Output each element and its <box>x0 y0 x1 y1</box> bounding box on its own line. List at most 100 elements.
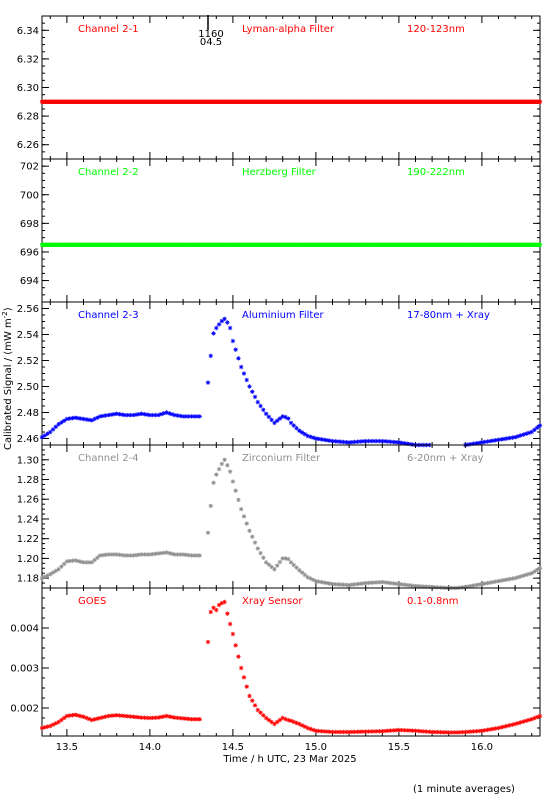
data-point <box>255 399 260 405</box>
data-point <box>507 576 512 582</box>
data-point <box>291 719 296 725</box>
data-point <box>510 576 515 581</box>
data-point <box>297 721 302 727</box>
data-point <box>186 552 191 558</box>
data-point <box>532 427 537 433</box>
data-point <box>75 415 81 421</box>
data-point <box>92 416 97 422</box>
data-point <box>236 654 241 659</box>
data-point <box>474 582 479 588</box>
data-point <box>191 414 197 419</box>
y-tick-label: 6.28 <box>17 112 39 123</box>
data-point <box>518 574 523 579</box>
data-point <box>67 558 72 564</box>
channel-label: Channel 2-4 <box>78 453 139 464</box>
data-point <box>396 727 402 733</box>
data-point <box>261 713 266 718</box>
x-axis-label: Time / h UTC, 23 Mar 2025 <box>222 754 356 765</box>
data-point <box>366 729 371 734</box>
data-point <box>405 582 410 588</box>
data-point <box>131 553 136 558</box>
data-point <box>402 728 407 733</box>
data-point <box>338 439 343 444</box>
data-point <box>64 559 70 564</box>
data-point <box>180 716 186 721</box>
data-point <box>471 583 476 588</box>
y-tick-label: 702 <box>20 162 39 173</box>
data-point <box>369 729 374 734</box>
data-point <box>45 724 50 729</box>
data-point <box>510 435 515 440</box>
data-point <box>291 562 296 568</box>
data-point <box>269 417 274 423</box>
annotation-label: 1160 <box>198 29 223 40</box>
data-point <box>84 417 89 422</box>
data-point <box>147 715 153 721</box>
data-point <box>294 720 299 726</box>
data-point <box>302 572 308 578</box>
data-point <box>144 412 150 417</box>
data-point <box>349 582 355 587</box>
data-point <box>150 412 155 418</box>
data-point <box>286 556 291 562</box>
data-point <box>288 420 294 426</box>
data-point <box>117 713 122 718</box>
data-point <box>330 581 335 587</box>
data-point <box>297 428 302 433</box>
data-point <box>161 411 166 416</box>
data-point <box>460 585 465 590</box>
data-point <box>355 439 360 444</box>
y-tick-label: 698 <box>20 219 39 230</box>
data-point <box>507 435 512 441</box>
data-point <box>136 715 142 720</box>
data-point <box>136 552 142 557</box>
data-point <box>402 582 407 587</box>
data-point <box>432 729 438 735</box>
data-point <box>393 581 399 586</box>
data-point <box>125 553 130 558</box>
data-point <box>369 438 374 444</box>
data-point <box>482 728 487 733</box>
data-point <box>537 423 543 428</box>
data-point <box>233 488 238 493</box>
data-point <box>476 728 482 734</box>
data-point <box>189 717 194 722</box>
data-point <box>211 480 216 486</box>
data-point <box>172 552 177 557</box>
data-point <box>338 729 343 735</box>
data-point <box>172 412 177 418</box>
data-point <box>333 582 338 587</box>
data-point <box>405 441 410 446</box>
data-point <box>136 412 142 417</box>
data-point <box>424 729 429 734</box>
data-point <box>333 729 338 735</box>
data-point <box>479 728 485 733</box>
data-point <box>144 552 150 557</box>
data-point <box>42 433 47 438</box>
data-point <box>391 581 396 586</box>
data-point <box>305 433 310 439</box>
data-point <box>302 724 308 729</box>
data-point <box>95 716 100 721</box>
data-point <box>388 728 393 733</box>
data-point <box>272 567 277 572</box>
data-point <box>468 729 474 734</box>
data-point <box>468 441 474 447</box>
data-point <box>39 725 45 731</box>
annotation-label: 04.5 <box>200 37 222 48</box>
data-point <box>191 717 197 722</box>
data-point <box>106 552 111 557</box>
data-point <box>164 410 169 415</box>
data-point <box>183 716 189 721</box>
y-tick-label: 2.50 <box>17 382 39 393</box>
data-point <box>357 729 363 734</box>
data-point <box>322 437 327 442</box>
data-point <box>133 552 139 558</box>
data-point <box>333 439 338 444</box>
data-point <box>214 325 219 331</box>
data-point <box>327 581 332 586</box>
data-point <box>374 729 379 734</box>
data-point <box>535 425 540 430</box>
data-point <box>53 424 59 429</box>
data-point <box>73 712 78 717</box>
